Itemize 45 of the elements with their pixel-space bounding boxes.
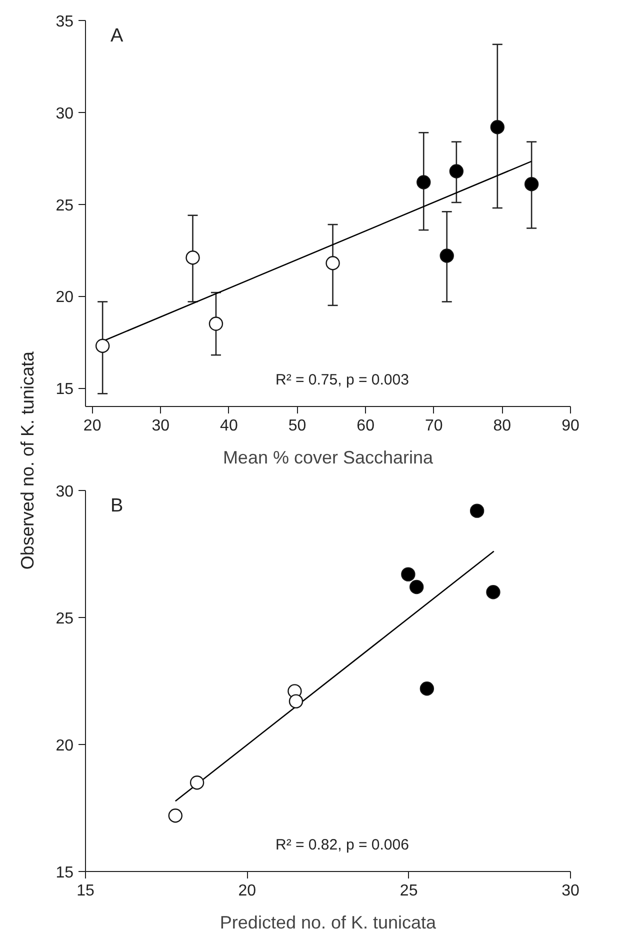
point (208, 316, 224, 331)
x-tick-label: 90 (562, 418, 580, 434)
y-tick-label: 20 (56, 738, 74, 754)
point (470, 504, 484, 518)
point (401, 567, 416, 582)
x-tick-label: 20 (238, 882, 256, 900)
y-tick-label: 30 (56, 484, 74, 500)
x-tick-label: 15 (76, 882, 94, 900)
y-tick-label: 15 (56, 864, 74, 882)
y-tick-label: 35 (56, 14, 74, 30)
x-tick-label: 60 (356, 418, 375, 434)
x-axis-title: Mean % cover Saccharina (222, 448, 434, 468)
y-tick-label: 15 (56, 381, 74, 398)
y-tick-label: 20 (56, 289, 74, 306)
point (490, 120, 505, 134)
chart-title: B (110, 496, 124, 516)
point (168, 808, 182, 823)
point (486, 585, 500, 600)
x-tick-label: 70 (424, 418, 443, 434)
x-tick-label: 25 (400, 882, 418, 900)
chart-title: A (110, 26, 124, 46)
point (420, 682, 434, 696)
annotation: R² = 0.82, p = 0.006 (276, 836, 409, 854)
x-axis-title: Predicted no. of K. tunicata (220, 912, 438, 932)
point (416, 175, 431, 190)
x-tick-label: 30 (152, 418, 170, 434)
y-axis-title: Observed no. of K. tunicata (18, 350, 38, 570)
x-tick-label: 30 (562, 882, 580, 900)
x-tick-label: 80 (493, 418, 512, 434)
point (190, 776, 204, 790)
y-tick-label: 30 (56, 105, 74, 122)
point (524, 177, 539, 192)
point (326, 256, 340, 270)
x-tick-label: 20 (83, 418, 102, 434)
point (409, 580, 424, 594)
x-tick-label: 50 (288, 418, 306, 434)
y-tick-label: 25 (56, 197, 74, 214)
y-tick-label: 25 (56, 610, 74, 628)
x-tick-label: 40 (220, 418, 238, 434)
point (440, 248, 454, 263)
point (186, 250, 200, 265)
point (449, 164, 464, 178)
point (95, 338, 110, 353)
annotation: R² = 0.75, p = 0.003 (276, 372, 409, 388)
point (288, 694, 304, 708)
